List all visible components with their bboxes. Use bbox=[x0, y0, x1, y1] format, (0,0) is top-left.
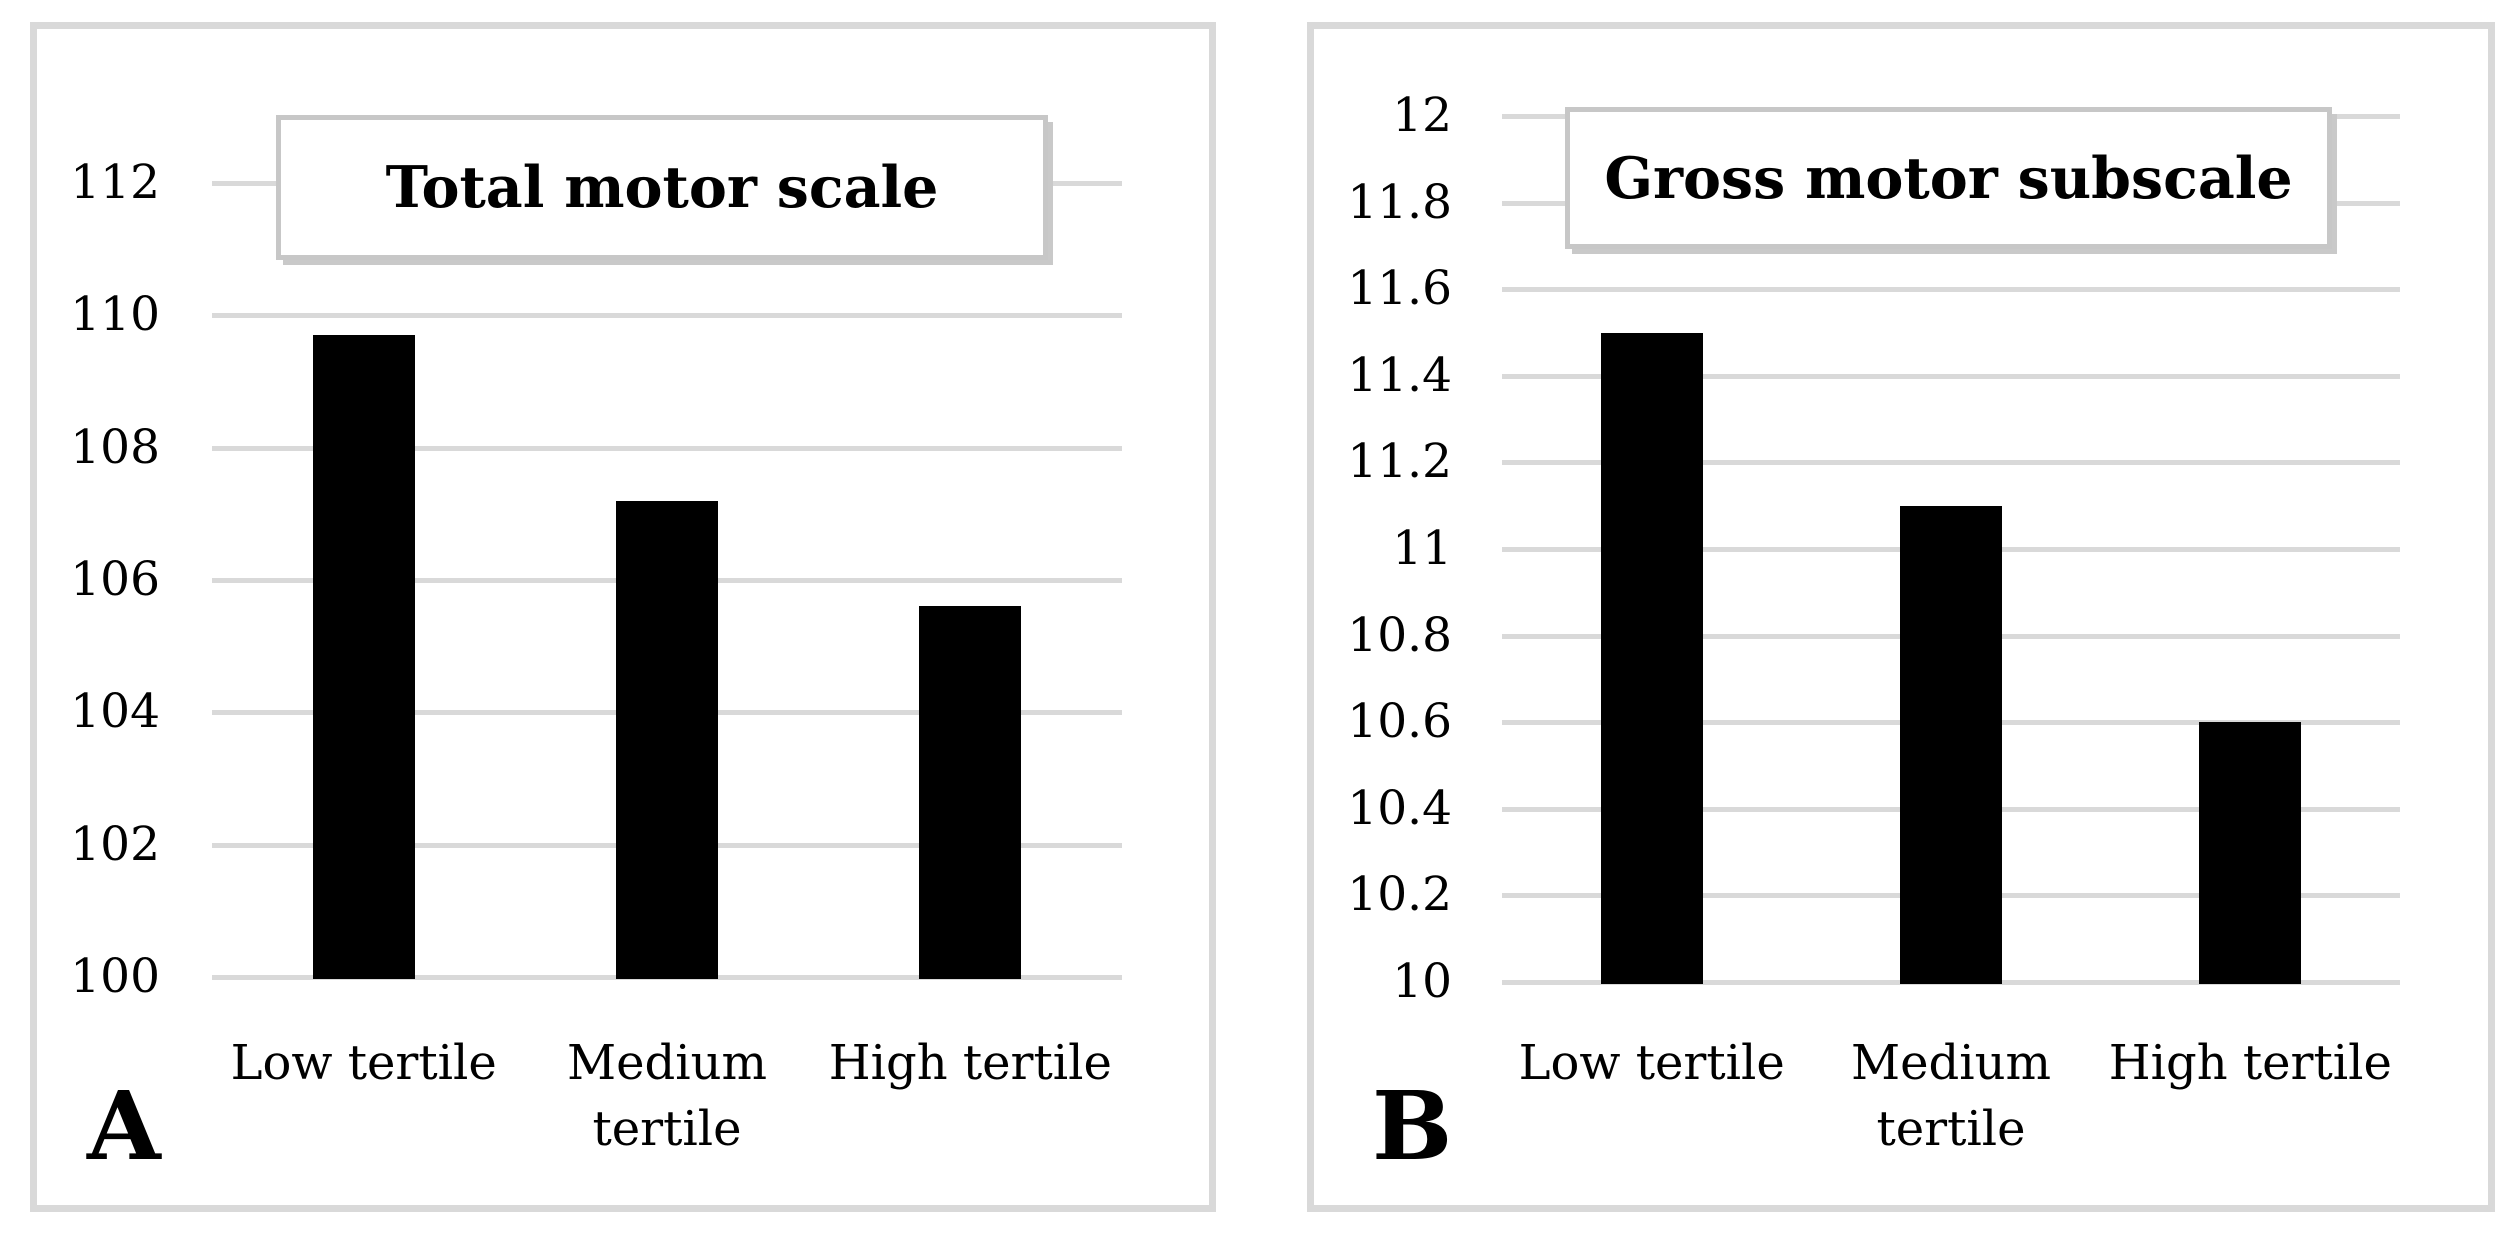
bar-low-tertile bbox=[1600, 332, 1703, 984]
bar-medium-tertile bbox=[1900, 505, 2002, 984]
y-tick-label-104: 104 bbox=[70, 684, 160, 740]
x-category-label-high-tertile: High tertile bbox=[2108, 1035, 2392, 1091]
gridline-y-108 bbox=[212, 445, 1122, 451]
x-category-label-low-tertile: Low tertile bbox=[1518, 1035, 1785, 1091]
panel-letter-a: A bbox=[87, 1071, 161, 1182]
y-tick-label-11.6: 11.6 bbox=[1347, 261, 1452, 317]
panel-a-title-box: Total motor scale bbox=[276, 115, 1048, 260]
y-tick-label-112: 112 bbox=[70, 155, 160, 210]
y-tick-label-108: 108 bbox=[70, 419, 160, 475]
y-tick-label-10.8: 10.8 bbox=[1347, 607, 1452, 663]
y-tick-label-11.2: 11.2 bbox=[1347, 434, 1452, 490]
y-tick-label-110: 110 bbox=[70, 287, 160, 343]
y-tick-label-102: 102 bbox=[70, 816, 160, 872]
panel-a-xaxis: Low tertile Medium tertile High tertile bbox=[37, 29, 1209, 1205]
bar-high-tertile bbox=[919, 606, 1022, 979]
panel-a-yaxis: 100 102 104 106 108 110 112 bbox=[37, 29, 1209, 1205]
bar-low-tertile bbox=[312, 335, 415, 979]
y-tick-label-10: 10 bbox=[1392, 954, 1452, 1009]
y-tick-label-12: 12 bbox=[1392, 88, 1452, 143]
bar-medium-tertile bbox=[616, 500, 718, 979]
y-tick-label-11: 11 bbox=[1392, 521, 1452, 576]
panel-b-chart-title: Gross motor subscale bbox=[1604, 144, 2293, 212]
x-category-label-medium-tertile: Medium tertile bbox=[566, 1035, 768, 1157]
x-category-label-medium-tertile: Medium tertile bbox=[1850, 1035, 2052, 1157]
gridline-y-11.4 bbox=[1502, 373, 2400, 379]
panel-b-title-box: Gross motor subscale bbox=[1565, 107, 2332, 249]
gridline-y-11.6 bbox=[1502, 287, 2400, 293]
bar-high-tertile bbox=[2199, 722, 2302, 984]
y-tick-label-106: 106 bbox=[70, 552, 160, 607]
panel-letter-b: B bbox=[1372, 1071, 1453, 1182]
gridline-y-11.2 bbox=[1502, 460, 2400, 466]
panel-b-xaxis: Low tertile Medium tertile High tertile bbox=[1314, 29, 2488, 1205]
x-category-label-low-tertile: Low tertile bbox=[230, 1035, 497, 1091]
panel-b: Gross motor subscale 10 10.2 10.4 10.6 10.8 1… bbox=[1307, 22, 2495, 1212]
y-tick-label-11.4: 11.4 bbox=[1347, 347, 1452, 403]
y-tick-label-10.2: 10.2 bbox=[1347, 867, 1452, 923]
panel-b-bars-layer bbox=[1314, 29, 2488, 1205]
y-tick-label-11.8: 11.8 bbox=[1347, 174, 1452, 230]
y-tick-label-100: 100 bbox=[70, 949, 160, 1004]
x-category-label-high-tertile: High tertile bbox=[828, 1035, 1112, 1091]
gridline-y-110 bbox=[212, 313, 1122, 319]
panel-b-yaxis: 10 10.2 10.4 10.6 10.8 11 11.2 11.4 11.6 11.8 12 bbox=[1314, 29, 2488, 1205]
panel-a: Total motor scale 100 102 104 106 108 110 112 … bbox=[30, 22, 1216, 1212]
y-tick-label-10.4: 10.4 bbox=[1347, 780, 1452, 836]
panel-a-bars-layer bbox=[37, 29, 1209, 1205]
y-tick-label-10.6: 10.6 bbox=[1347, 694, 1452, 750]
panel-a-chart-title: Total motor scale bbox=[385, 154, 939, 221]
